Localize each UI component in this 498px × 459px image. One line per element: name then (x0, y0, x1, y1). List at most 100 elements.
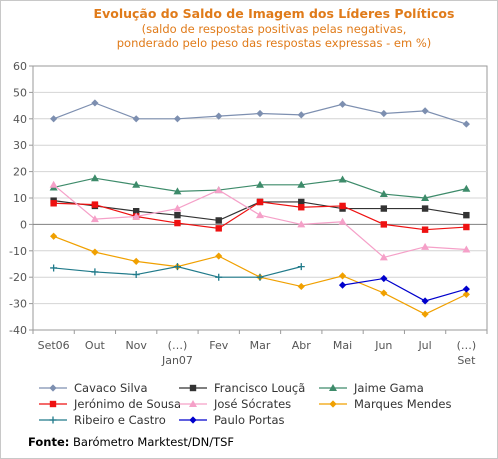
x-tick-sublabel: Jan07 (161, 354, 193, 367)
series-7 (338, 274, 470, 305)
y-tick-label: -20 (9, 271, 27, 284)
source-label: Fonte: (28, 435, 70, 449)
data-point (462, 290, 470, 298)
data-point (380, 205, 388, 212)
title-block: Evolução do Saldo de Imagem dos Líderes … (0, 6, 498, 50)
legend-label: Jaime Gama (354, 381, 424, 395)
data-point (91, 201, 99, 208)
data-point (215, 217, 222, 224)
data-point (132, 212, 141, 220)
data-point (338, 100, 347, 108)
y-tick-label: 40 (13, 113, 27, 126)
data-point (380, 289, 388, 297)
x-tick-label: (…) (168, 339, 188, 352)
source-text: Barómetro Marktest/DN/TSF (69, 435, 235, 449)
data-point (50, 115, 58, 123)
data-point (91, 99, 99, 107)
y-tick-label: 30 (13, 139, 27, 152)
series-line (342, 277, 467, 302)
legend-marker (329, 384, 337, 391)
data-point (214, 186, 223, 194)
data-point (50, 232, 58, 240)
data-point (91, 248, 99, 256)
y-tick-label: 0 (20, 218, 27, 231)
y-tick-label: -40 (9, 324, 27, 337)
data-point (339, 202, 346, 210)
legend-marker (189, 400, 197, 407)
legend-marker (329, 400, 337, 408)
legend-swatch (319, 400, 347, 408)
x-tick-label: Fev (209, 339, 228, 352)
data-point (256, 180, 264, 188)
data-point (338, 217, 347, 225)
data-point (421, 205, 429, 212)
y-tick-label: 20 (13, 166, 27, 179)
data-point (421, 310, 429, 318)
data-point (173, 204, 182, 212)
legend-swatch (179, 400, 207, 407)
legend-marker (189, 416, 197, 424)
data-point (298, 198, 305, 206)
legend-swatch (179, 416, 207, 424)
data-point (379, 253, 388, 261)
legend-swatch (179, 384, 207, 392)
line-chart: -40 -30 -20 -10 0 10 20 30 40 50 60 Set06 Out Nov (…) J… (9, 60, 488, 367)
data-point (379, 190, 388, 198)
data-point (132, 115, 140, 123)
data-point (215, 252, 223, 260)
y-tick-label: 50 (13, 86, 27, 99)
data-point (380, 274, 388, 283)
x-tick-sublabel: Set (457, 354, 476, 367)
data-point (132, 208, 140, 215)
data-point (215, 112, 223, 120)
x-tick-label: Nov (125, 339, 147, 352)
legend-swatch (39, 384, 67, 392)
data-point (421, 194, 430, 201)
x-tick-label: Set06 (38, 339, 70, 352)
y-tick-label: -10 (9, 245, 27, 258)
x-tick-label: Jul (417, 339, 431, 352)
data-point (297, 263, 305, 271)
legend-label: Ribeiro e Castro (74, 413, 166, 427)
data-point (49, 180, 58, 188)
data-point (256, 198, 264, 206)
data-point (174, 211, 181, 219)
data-point (173, 263, 181, 271)
legend-label: José Sócrates (214, 397, 292, 411)
data-point (297, 220, 306, 228)
data-point (463, 211, 470, 219)
data-point (132, 257, 140, 265)
data-point (380, 221, 388, 228)
series-4 (49, 180, 471, 261)
data-point (256, 109, 264, 118)
series-0 (50, 99, 470, 128)
data-point (132, 180, 141, 188)
data-point (463, 223, 470, 231)
data-point (256, 273, 264, 281)
data-point (462, 120, 470, 128)
data-point (50, 264, 58, 272)
data-point (173, 115, 182, 123)
legend-label: Cavaco Silva (74, 381, 148, 395)
chart-legend: Cavaco Silva Francisco Louçã Jaime Gama Jer… (0, 378, 498, 434)
x-tick-label: Abr (292, 339, 312, 352)
data-point (90, 174, 99, 182)
data-point (421, 107, 429, 115)
legend-marker (189, 384, 197, 392)
y-tick-label: -30 (9, 298, 27, 311)
data-point (421, 297, 429, 305)
y-tick-label: 60 (13, 60, 27, 73)
data-point (462, 184, 471, 192)
legend-marker (49, 416, 57, 424)
chart-title: Evolução do Saldo de Imagem dos Líderes … (93, 6, 455, 21)
chart-subtitle-line-1: (saldo de respostas positivas pelas nega… (141, 22, 407, 36)
legend-marker (49, 384, 57, 392)
data-point (421, 226, 429, 233)
data-point (380, 109, 388, 118)
data-point (215, 273, 223, 281)
x-tick-label: Out (85, 339, 106, 352)
legend-swatch (319, 384, 347, 391)
data-point (297, 282, 305, 291)
data-point (338, 281, 347, 289)
data-point (338, 175, 347, 183)
